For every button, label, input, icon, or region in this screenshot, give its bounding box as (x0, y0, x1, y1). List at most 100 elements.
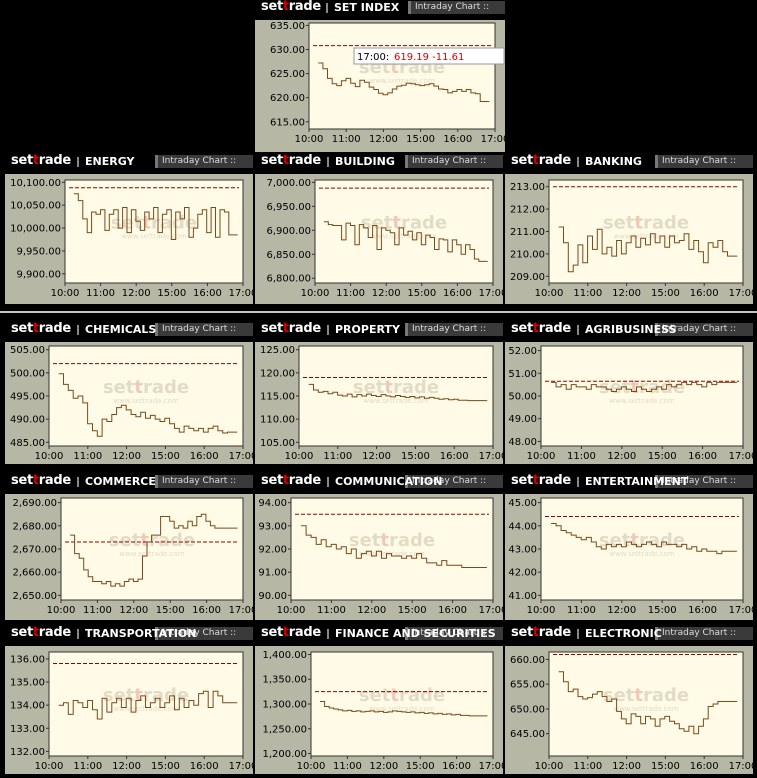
x-tick-label: 17:00 (229, 761, 253, 772)
x-tick-label: 10:00 (35, 761, 64, 772)
header-separator (77, 157, 79, 167)
chart-header: settrade Intraday Chart :: TRANSPORTATION (5, 625, 253, 642)
x-tick-label: 15:00 (651, 761, 680, 772)
intraday-chart-button[interactable]: Intraday Chart :: (405, 323, 503, 336)
x-tick-label: 17:00 (729, 451, 753, 462)
x-tick-label: 17:00 (729, 605, 753, 616)
plot-area (540, 497, 744, 601)
x-tick-label: 16:00 (440, 451, 469, 462)
watermark: settrade (103, 377, 189, 398)
header-separator (327, 325, 329, 335)
chart-panel-banking: settrade Intraday Chart :: BANKING settrade… (505, 153, 757, 304)
chart-panel-entertainment: settrade Intraday Chart :: ENTERTAINMENT se… (505, 473, 757, 620)
intraday-chart-button[interactable]: Intraday Chart :: (405, 627, 503, 640)
chart-header: settrade Intraday Chart :: PROPERTY (255, 321, 503, 338)
chart-title: TRANSPORTATION (85, 627, 197, 640)
chart-title: ELECTRONIC (585, 627, 662, 640)
intraday-chart-button[interactable]: Intraday Chart :: (655, 155, 753, 168)
logo-text: t (282, 153, 289, 168)
x-tick-label: 11:00 (567, 605, 596, 616)
chart-body: settrade www.settrade.com 645.00 650.00 655.… (505, 646, 757, 774)
y-tick-label: 10,050.00 (10, 201, 61, 212)
intraday-chart-button[interactable]: Intraday Chart :: (405, 475, 503, 488)
x-tick-label: 12:00 (112, 761, 141, 772)
settrade-logo: settrade (511, 473, 571, 488)
intraday-chart-button[interactable]: Intraday Chart :: (155, 475, 253, 488)
y-tick-label: 620.00 (270, 93, 305, 104)
logo-text: t (532, 625, 539, 640)
x-tick-label: 11:00 (86, 288, 115, 299)
x-tick-label: 17:00 (479, 451, 503, 462)
chart-body: settrade www.settrade.com 105.00 110.00 115.… (255, 342, 507, 464)
chart-header: settrade Intraday Chart :: SET INDEX (255, 0, 505, 16)
series-line (551, 523, 737, 555)
logo-text: rade (288, 321, 321, 336)
intraday-chart-button[interactable]: Intraday Chart :: (655, 627, 753, 640)
y-tick-label: 136.00 (10, 654, 45, 665)
logo-text: set (261, 473, 283, 488)
intraday-chart-button[interactable]: Intraday Chart :: (655, 323, 753, 336)
x-tick-label: 16:00 (443, 288, 472, 299)
x-tick-label: 11:00 (317, 605, 346, 616)
x-tick-label: 10:00 (535, 761, 564, 772)
x-tick-label: 10:00 (535, 288, 564, 299)
chart-panel-commerce: settrade Intraday Chart :: COMMERCE settrad… (5, 473, 257, 620)
chart-title: BANKING (585, 155, 642, 168)
intraday-chart-button[interactable]: Intraday Chart :: (405, 155, 503, 168)
watermark-url: www.settrade.com (369, 705, 434, 713)
chart-svg: settradewww.settrade.com9,900.009,950.00… (10, 178, 257, 299)
settrade-logo: settrade (11, 321, 71, 336)
y-tick-label: 90.00 (258, 591, 287, 602)
intraday-chart-button[interactable]: Intraday Chart :: (155, 323, 253, 336)
chart-panel-finance-and-securities: settrade Intraday Chart :: FINANCE AND SEC… (255, 625, 507, 774)
y-tick-label: 1,250.00 (262, 724, 307, 735)
logo-text: rade (538, 321, 571, 336)
chart-panel-property: settrade Intraday Chart :: PROPERTY settrad… (255, 321, 507, 464)
logo-text: rade (288, 0, 321, 14)
x-tick-label: 16:00 (190, 451, 219, 462)
chart-header: settrade Intraday Chart :: ENTERTAINMENT (505, 473, 753, 490)
logo-text: t (532, 473, 539, 488)
x-tick-label: 17:00 (229, 451, 253, 462)
chart-header: settrade Intraday Chart :: COMMUNICATION (255, 473, 503, 490)
y-tick-label: 44.00 (508, 521, 537, 532)
y-tick-label: 10,000.00 (10, 224, 61, 235)
x-tick-label: 10:00 (527, 451, 556, 462)
y-tick-label: 211.00 (510, 227, 545, 238)
tooltip-time: 17:00: (357, 52, 389, 63)
chart-body: settrade www.settrade.com 485.00 490.00 495.… (5, 342, 257, 464)
y-tick-label: 132.00 (10, 747, 45, 758)
logo-text: t (32, 473, 39, 488)
y-tick-label: 490.00 (10, 415, 45, 426)
chart-title: COMMERCE (85, 475, 156, 488)
chart-header: settrade Intraday Chart :: FINANCE AND SEC… (255, 625, 503, 642)
x-tick-label: 16:00 (193, 288, 222, 299)
chart-title: ENERGY (85, 155, 135, 168)
chart-panel-chemicals: settrade Intraday Chart :: CHEMICALS settra… (5, 321, 257, 464)
chart-body: settrade www.settrade.com 615.00 620.00 625.… (255, 20, 509, 152)
y-tick-label: 1,350.00 (262, 675, 307, 686)
x-tick-label: 10:00 (297, 761, 326, 772)
watermark: settrade (359, 685, 445, 706)
chart-svg: settradewww.settrade.com48.0049.0050.005… (508, 345, 757, 462)
intraday-chart-button[interactable]: Intraday Chart :: (155, 627, 253, 640)
x-tick-label: 16:00 (690, 288, 719, 299)
plot-area (64, 179, 244, 284)
plot-area (548, 179, 744, 284)
intraday-chart-button[interactable]: Intraday Chart :: (408, 1, 505, 14)
intraday-chart-button[interactable]: Intraday Chart :: (655, 475, 753, 488)
y-tick-label: 2,660.00 (12, 568, 57, 579)
logo-text: set (11, 153, 33, 168)
x-tick-label: 11:00 (573, 761, 602, 772)
x-tick-label: 15:00 (406, 761, 435, 772)
settrade-logo: settrade (511, 321, 571, 336)
logo-text: t (282, 0, 289, 14)
header-separator (77, 477, 79, 487)
logo-text: set (261, 0, 283, 14)
settrade-logo: settrade (261, 0, 321, 14)
intraday-chart-button[interactable]: Intraday Chart :: (155, 155, 253, 168)
chart-header: settrade Intraday Chart :: CHEMICALS (5, 321, 253, 338)
y-tick-label: 94.00 (258, 498, 287, 509)
x-tick-label: 10:00 (295, 134, 324, 145)
